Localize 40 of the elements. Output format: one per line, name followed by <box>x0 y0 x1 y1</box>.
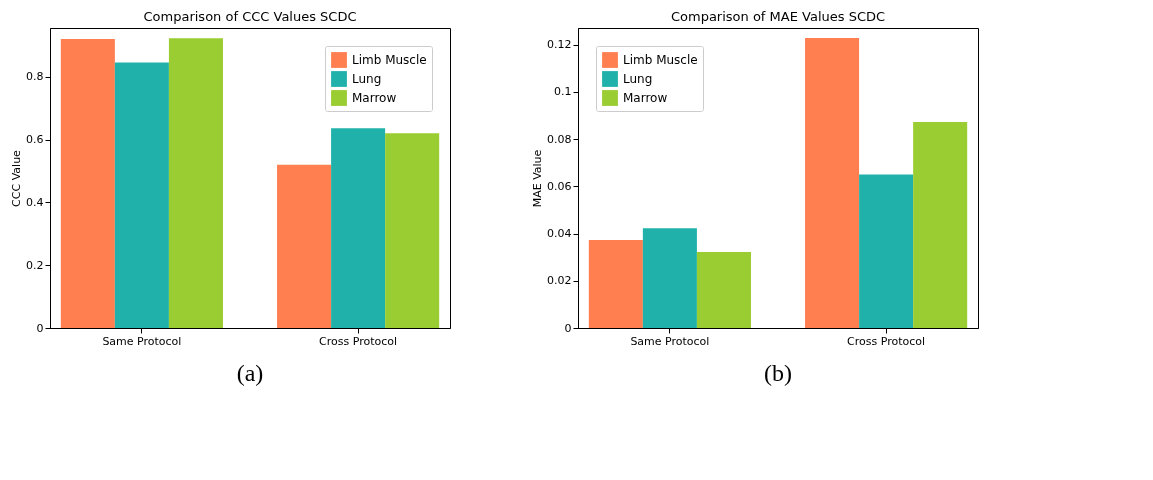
y-tick-label: 0.2 <box>26 258 44 272</box>
chart-title: Comparison of CCC Values SCDC <box>143 9 357 24</box>
text: (a) <box>236 360 264 386</box>
y-tick-label: 0.1 <box>554 85 572 99</box>
legend-label: Marrow <box>623 91 668 105</box>
bar <box>859 174 914 328</box>
bar <box>277 164 332 328</box>
bar <box>114 62 169 328</box>
y-tick-label: 0.08 <box>547 132 572 146</box>
bar <box>385 133 440 328</box>
legend-label: Limb Muscle <box>352 53 427 67</box>
x-tick-label: Cross Protocol <box>319 334 398 348</box>
legend-label: Limb Muscle <box>623 53 698 67</box>
text: (b) <box>764 360 792 386</box>
y-axis-title: CCC Value <box>10 149 24 207</box>
y-tick-label: 0.12 <box>547 38 572 52</box>
y-tick-label: 0.02 <box>547 274 572 288</box>
y-tick-label: 0 <box>36 321 44 335</box>
bar <box>913 122 968 328</box>
bar <box>642 228 697 328</box>
bar <box>60 38 115 328</box>
x-tick-label: Cross Protocol <box>847 334 926 348</box>
y-tick-label: 0.04 <box>547 227 572 241</box>
bar <box>805 37 860 328</box>
y-tick-label: 0.6 <box>26 133 44 147</box>
bar <box>331 128 386 328</box>
legend-label: Lung <box>352 72 382 86</box>
bar <box>696 251 751 328</box>
y-tick-label: 0 <box>564 321 572 335</box>
legend-label: Lung <box>623 72 653 86</box>
y-axis-title: MAE Value <box>531 149 545 208</box>
bar <box>168 38 223 328</box>
y-tick-label: 0.8 <box>26 70 44 84</box>
chart-title: Comparison of MAE Values SCDC <box>670 9 886 24</box>
legend-label: Marrow <box>352 91 397 105</box>
y-tick-label: 0.4 <box>26 195 44 209</box>
bar <box>588 239 643 328</box>
x-tick-label: Same Protocol <box>630 334 710 348</box>
x-tick-label: Same Protocol <box>102 334 182 348</box>
y-tick-label: 0.06 <box>547 179 572 193</box>
